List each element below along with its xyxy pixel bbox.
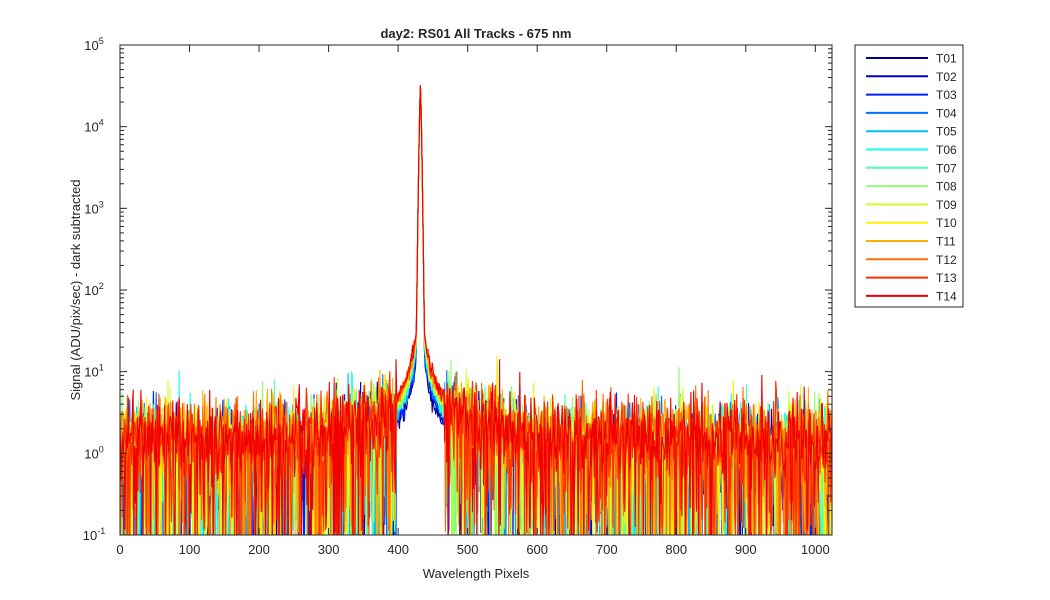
x-axis-ticks: 0 100 200 300 400 500 600 700 800 900 1000 xyxy=(116,45,830,557)
x-tick-label: 1000 xyxy=(801,542,830,557)
x-tick-label: 100 xyxy=(179,542,201,557)
legend-label-t03: T03 xyxy=(936,88,957,102)
y-tick-label: 105 xyxy=(84,36,103,53)
series-line-t14 xyxy=(120,85,832,535)
legend-label-t07: T07 xyxy=(936,161,957,175)
y-axis-label: Signal (ADU/pix/sec) - dark subtracted xyxy=(68,179,83,400)
legend-label-t10: T10 xyxy=(936,216,957,230)
x-tick-label: 600 xyxy=(526,542,548,557)
legend-label-t08: T08 xyxy=(936,180,957,194)
y-tick-label: 103 xyxy=(84,199,103,216)
legend-label-t09: T09 xyxy=(936,198,957,212)
x-tick-label: 200 xyxy=(248,542,270,557)
x-axis-label: Wavelength Pixels xyxy=(423,566,530,581)
x-tick-label: 500 xyxy=(457,542,479,557)
series-group xyxy=(120,85,832,535)
legend-label-t04: T04 xyxy=(936,106,957,120)
legend-label-t01: T01 xyxy=(936,52,957,66)
plot-area: 0 100 200 300 400 500 600 700 800 900 1000 10-1 100… xyxy=(83,36,833,557)
x-tick-label: 0 xyxy=(116,542,123,557)
legend-label-t05: T05 xyxy=(936,125,957,139)
x-tick-label: 700 xyxy=(596,542,618,557)
y-tick-label: 101 xyxy=(84,363,103,380)
y-axis-ticks: 10-1 100 101 102 103 104 105 xyxy=(83,36,832,543)
legend: T01 T02 T03 T04 T05 T06 T07 T08 T09 T10 T11 T12 T13 T… xyxy=(854,44,964,308)
legend-box xyxy=(854,44,964,308)
x-tick-label: 400 xyxy=(387,542,409,557)
x-tick-label: 900 xyxy=(735,542,757,557)
y-tick-label: 102 xyxy=(84,281,103,298)
legend-label-t06: T06 xyxy=(936,143,957,157)
legend-label-t02: T02 xyxy=(936,70,957,84)
y-tick-label: 104 xyxy=(84,118,103,135)
x-tick-label: 300 xyxy=(318,542,340,557)
chart-title: day2: RS01 All Tracks - 675 nm xyxy=(380,26,571,41)
x-tick-label: 800 xyxy=(665,542,687,557)
legend-label-t14: T14 xyxy=(936,289,957,303)
legend-label-t13: T13 xyxy=(936,271,957,285)
legend-label-t12: T12 xyxy=(936,253,957,267)
y-tick-label: 100 xyxy=(84,444,103,461)
y-tick-label: 10-1 xyxy=(83,526,105,543)
legend-label-t11: T11 xyxy=(936,235,956,249)
